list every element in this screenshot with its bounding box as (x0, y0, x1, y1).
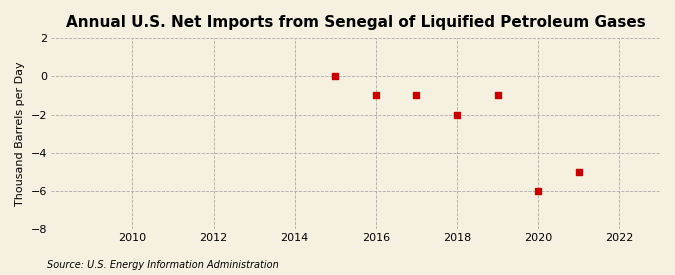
Y-axis label: Thousand Barrels per Day: Thousand Barrels per Day (15, 61, 25, 206)
Point (452, 112, 462, 117)
Point (411, 93, 422, 98)
Title: Annual U.S. Net Imports from Senegal of Liquified Petroleum Gases: Annual U.S. Net Imports from Senegal of … (65, 15, 645, 30)
Point (574, 170, 585, 174)
Text: Source: U.S. Energy Information Administration: Source: U.S. Energy Information Administ… (47, 260, 279, 270)
Point (533, 189, 543, 193)
Point (330, 74, 341, 79)
Point (492, 93, 503, 98)
Point (371, 93, 381, 98)
